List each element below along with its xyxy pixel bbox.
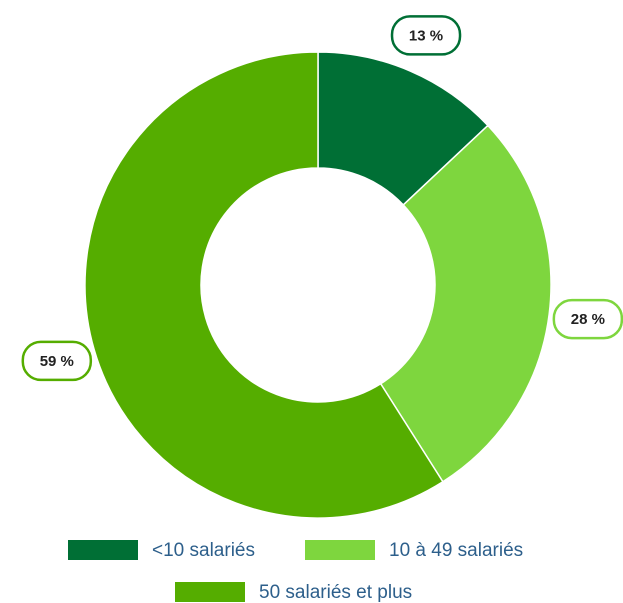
value-label-box: [21, 340, 93, 382]
legend-swatch: [68, 540, 138, 560]
legend-label: 50 salariés et plus: [259, 582, 412, 603]
legend-label: 10 à 49 salariés: [389, 540, 523, 561]
value-label: 13 %: [409, 27, 443, 44]
donut-segment: [379, 124, 552, 483]
value-label: 59 %: [40, 353, 74, 370]
value-label: 28 %: [571, 311, 605, 328]
legend-swatch: [175, 582, 245, 602]
donut-segment: [84, 51, 444, 519]
value-label-box: [552, 298, 623, 340]
legend-label: <10 salariés: [152, 540, 255, 561]
value-label-box: [390, 15, 462, 56]
legend-swatch: [305, 540, 375, 560]
